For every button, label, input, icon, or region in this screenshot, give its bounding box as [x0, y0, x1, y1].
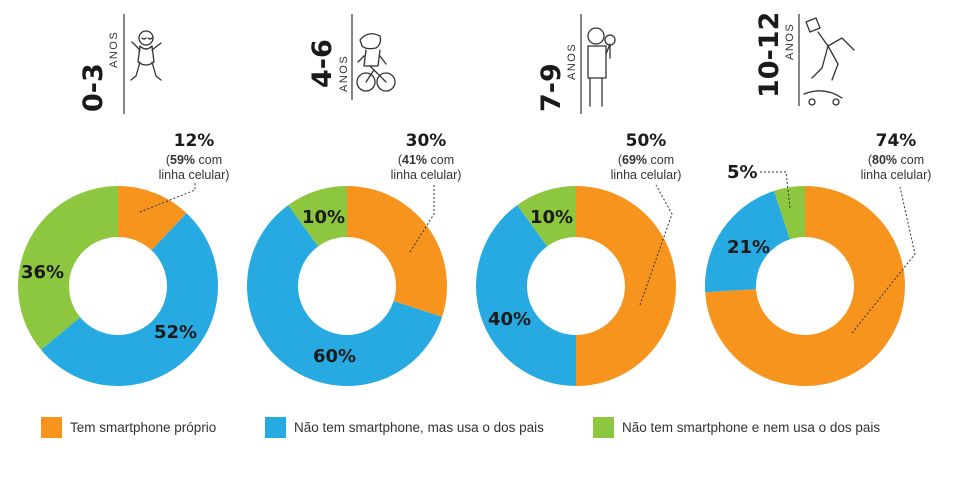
age-unit-label: ANOS: [108, 31, 120, 68]
age-unit-label: ANOS: [338, 55, 350, 92]
legend-swatch-own: [41, 417, 62, 438]
age-range-label: 0-3: [78, 63, 109, 112]
donut-2-slice-none: [517, 186, 576, 247]
annotation-pct: 12%: [174, 131, 215, 151]
slice-label-2-none: 10%: [530, 207, 573, 228]
slice-label-2-parents: 40%: [488, 309, 531, 330]
legend-item-own: Tem smartphone próprio: [41, 417, 216, 438]
annotation-line1: (41% com: [398, 153, 454, 167]
slice-label-1-parents: 60%: [313, 346, 356, 367]
annotation-line1: (59% com: [166, 153, 222, 167]
annotation-2: 50% (69% com linha celular): [611, 131, 682, 306]
annotation-3: 74% (80% com linha celular): [760, 131, 932, 334]
age-header-2: 7-9 ANOS: [536, 14, 616, 114]
age-unit-label: ANOS: [566, 43, 578, 80]
annotation-line2: linha celular): [159, 168, 230, 182]
annotation-1: 30% (41% com linha celular): [391, 131, 462, 253]
slice-label-1-none: 10%: [302, 207, 345, 228]
annotation-0: 12% (59% com linha celular): [139, 131, 230, 213]
donut-2-slice-own: [576, 186, 676, 386]
child-with-lollipop-icon: [587, 27, 616, 107]
annotation-line2: linha celular): [611, 168, 682, 182]
legend-label: Não tem smartphone e nem usa o dos pais: [622, 420, 880, 435]
donut-0-slice-none: [18, 186, 118, 350]
age-header-0: 0-3 ANOS: [78, 14, 162, 114]
legend: Tem smartphone próprio Não tem smartphon…: [41, 417, 880, 438]
donut-0-slice-own: [118, 186, 187, 251]
legend-swatch-parents: [265, 417, 286, 438]
age-header-1: 4-6 ANOS: [307, 14, 396, 100]
donut-3-slice-parents: [705, 190, 790, 293]
annotation-pct: 30%: [406, 131, 447, 151]
annotation-line2: linha celular): [861, 168, 932, 182]
skateboarder-icon: [803, 17, 855, 106]
age-range-label: 4-6: [307, 39, 338, 88]
annotation-line2: linha celular): [391, 168, 462, 182]
child-on-bike-icon: [356, 33, 396, 92]
baby-icon: [130, 30, 162, 81]
annotation-pct: 50%: [626, 131, 667, 151]
age-range-label: 7-9: [536, 63, 567, 112]
slice-label-3-none: 5%: [727, 162, 758, 183]
slice-label-0-parents: 52%: [154, 322, 197, 343]
donut-1-slice-none: [288, 186, 347, 247]
annotation-line1: (80% com: [868, 153, 924, 167]
age-range-label: 10-12: [754, 12, 785, 98]
annotation-line1: (69% com: [618, 153, 674, 167]
slice-label-0-none: 36%: [21, 262, 64, 283]
annotation-pct: 74%: [876, 131, 917, 151]
donut-3-slice-none: [774, 186, 805, 240]
donut-2-slice-parents: [476, 205, 576, 386]
donut-0-slice-parents: [40, 213, 219, 386]
legend-item-parents: Não tem smartphone, mas usa o dos pais: [265, 417, 544, 438]
donut-3-slice-own: [705, 186, 905, 386]
age-unit-label: ANOS: [784, 23, 796, 60]
legend-swatch-none: [593, 417, 614, 438]
legend-label: Tem smartphone próprio: [70, 420, 216, 435]
legend-item-none: Não tem smartphone e nem usa o dos pais: [593, 417, 880, 438]
slice-label-3-parents: 21%: [727, 237, 770, 258]
age-header-3: 10-12 ANOS: [754, 12, 855, 106]
donut-group: [18, 186, 905, 386]
donut-1-slice-own: [347, 186, 448, 317]
donut-1-slice-parents: [246, 205, 443, 386]
legend-label: Não tem smartphone, mas usa o dos pais: [294, 420, 544, 435]
